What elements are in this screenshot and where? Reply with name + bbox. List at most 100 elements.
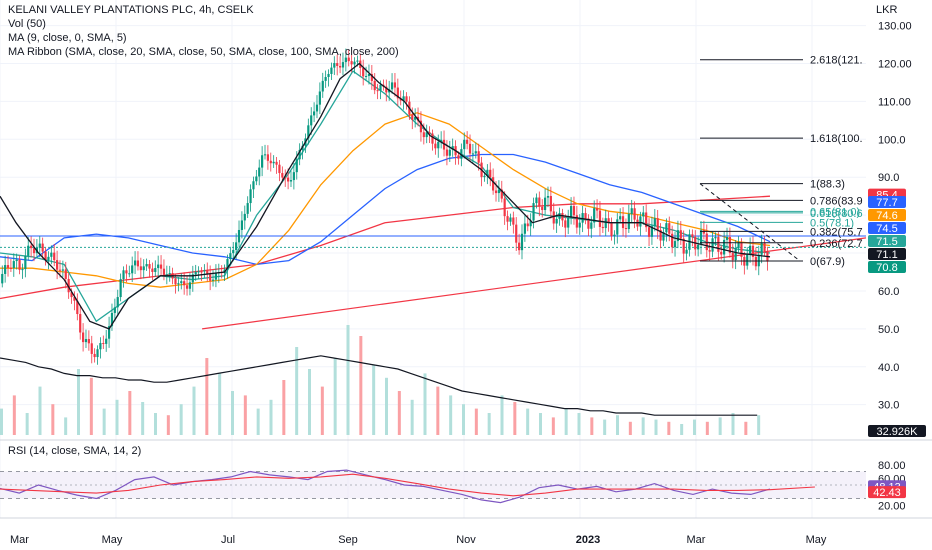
candle-body	[749, 245, 752, 255]
candle-body	[12, 261, 15, 268]
legend-vol[interactable]: Vol (50)	[8, 18, 46, 30]
candle-body	[200, 271, 203, 273]
candle-body	[18, 259, 21, 270]
candle-body	[578, 222, 581, 228]
candle-body	[356, 60, 359, 62]
fib-trend-line	[699, 183, 801, 262]
price-badge	[868, 235, 906, 247]
candle-body	[139, 266, 142, 271]
candle-body	[136, 260, 140, 267]
candle-body	[515, 224, 518, 243]
support-trendline	[202, 237, 867, 330]
volume-bar	[551, 417, 555, 435]
fib-level-label: 0.236(72.7	[810, 238, 863, 250]
candle-body	[336, 63, 339, 66]
candle-body	[671, 233, 674, 248]
price-badges: 85.477.774.674.571.571.170.832.926K48.13…	[868, 188, 926, 499]
candle-body	[723, 239, 726, 255]
candle-body	[53, 252, 56, 261]
volume-bar	[513, 402, 517, 435]
candle-body	[697, 244, 700, 250]
candle-body	[116, 297, 119, 308]
candle-body	[673, 241, 677, 248]
candle-body	[561, 213, 564, 221]
candle-body	[402, 96, 405, 101]
candle-body	[440, 139, 443, 142]
volume-bar	[654, 419, 658, 435]
volume-bar	[89, 377, 93, 435]
time-tick-label: Sep	[338, 534, 358, 546]
candle-body	[73, 297, 76, 301]
trendline[interactable]	[0, 235, 867, 330]
candle-body	[529, 220, 532, 227]
volume-bar	[577, 413, 581, 435]
candle-body	[613, 234, 616, 237]
candle-body	[405, 96, 408, 102]
candle-body	[312, 111, 316, 116]
volume-bar	[308, 369, 311, 435]
candle-body	[177, 283, 180, 285]
rsi-tick-label: 80.00	[878, 460, 906, 472]
fib-level-label: 0.5(78.1)	[810, 217, 854, 229]
candle-body	[226, 259, 229, 270]
fibonacci-levels[interactable]: 2.618(121. 1.618(100. 1(88.3) 0.786(83.90.6…	[699, 55, 863, 268]
volume-badge-label: 32.926K	[877, 426, 919, 438]
volume-bar	[628, 421, 632, 435]
candle-body	[194, 271, 197, 275]
rsi-panel	[0, 469, 866, 504]
legend-rsi[interactable]: RSI (14, close, SMA, 14, 2)	[8, 445, 142, 457]
candle-body	[390, 82, 394, 90]
price-badge-label: 77.7	[876, 197, 897, 209]
candle-body	[494, 190, 498, 194]
rsi-badge-label: 42.43	[873, 487, 901, 499]
candle-body	[431, 133, 434, 144]
candle-body	[506, 216, 509, 222]
price-badge	[868, 248, 906, 260]
legend-ma[interactable]: MA (9, close, 0, SMA, 5)	[8, 32, 127, 44]
candle-body	[183, 281, 186, 286]
volume-bar	[744, 421, 748, 435]
volume-bar	[51, 404, 55, 435]
candle-body	[725, 236, 729, 240]
candle-body	[145, 264, 148, 267]
candle-body	[448, 149, 451, 156]
candle-body	[647, 227, 651, 237]
candle-body	[58, 269, 62, 271]
candle-body	[235, 242, 238, 250]
volume-bar	[693, 419, 696, 435]
candle-body	[549, 196, 552, 212]
candle-body	[353, 61, 356, 65]
volume-bar	[705, 421, 709, 435]
fib-level-label: 1.618(100.	[810, 133, 863, 145]
chart-title: KELANI VALLEY PLANTATIONS PLC, 4h, CSELK	[8, 4, 254, 16]
candle-body	[27, 245, 30, 256]
candle-body	[255, 176, 258, 182]
candle-body	[373, 80, 376, 91]
candle-body	[463, 139, 466, 150]
sma100-line	[0, 153, 771, 266]
time-axis[interactable]: Mar May Jul Sep Nov 2023 Mar May	[10, 534, 827, 546]
fib-level-label: 0.382(75.7	[810, 226, 863, 238]
price-badge-label: 70.8	[876, 262, 897, 274]
candle-body	[266, 154, 269, 161]
candle-body	[532, 203, 535, 221]
candle-body	[483, 175, 486, 178]
candle-body	[278, 164, 281, 174]
volume-bar	[359, 336, 363, 435]
candle-body	[717, 237, 720, 252]
candle-body	[9, 267, 13, 269]
candle-body	[500, 189, 503, 199]
candle-body	[295, 159, 298, 173]
volume-bar	[757, 415, 761, 435]
candle-body	[630, 208, 633, 214]
candle-body	[148, 264, 151, 269]
candle-body	[595, 208, 599, 211]
price-badge	[868, 261, 906, 273]
candle-body	[30, 245, 33, 249]
volume-bar	[539, 413, 542, 435]
candle-body	[555, 218, 558, 224]
candle-body	[168, 273, 171, 275]
legend-ma-ribbon[interactable]: MA Ribbon (SMA, close, 20, SMA, close, 5…	[8, 46, 399, 58]
candle-body	[321, 80, 324, 92]
